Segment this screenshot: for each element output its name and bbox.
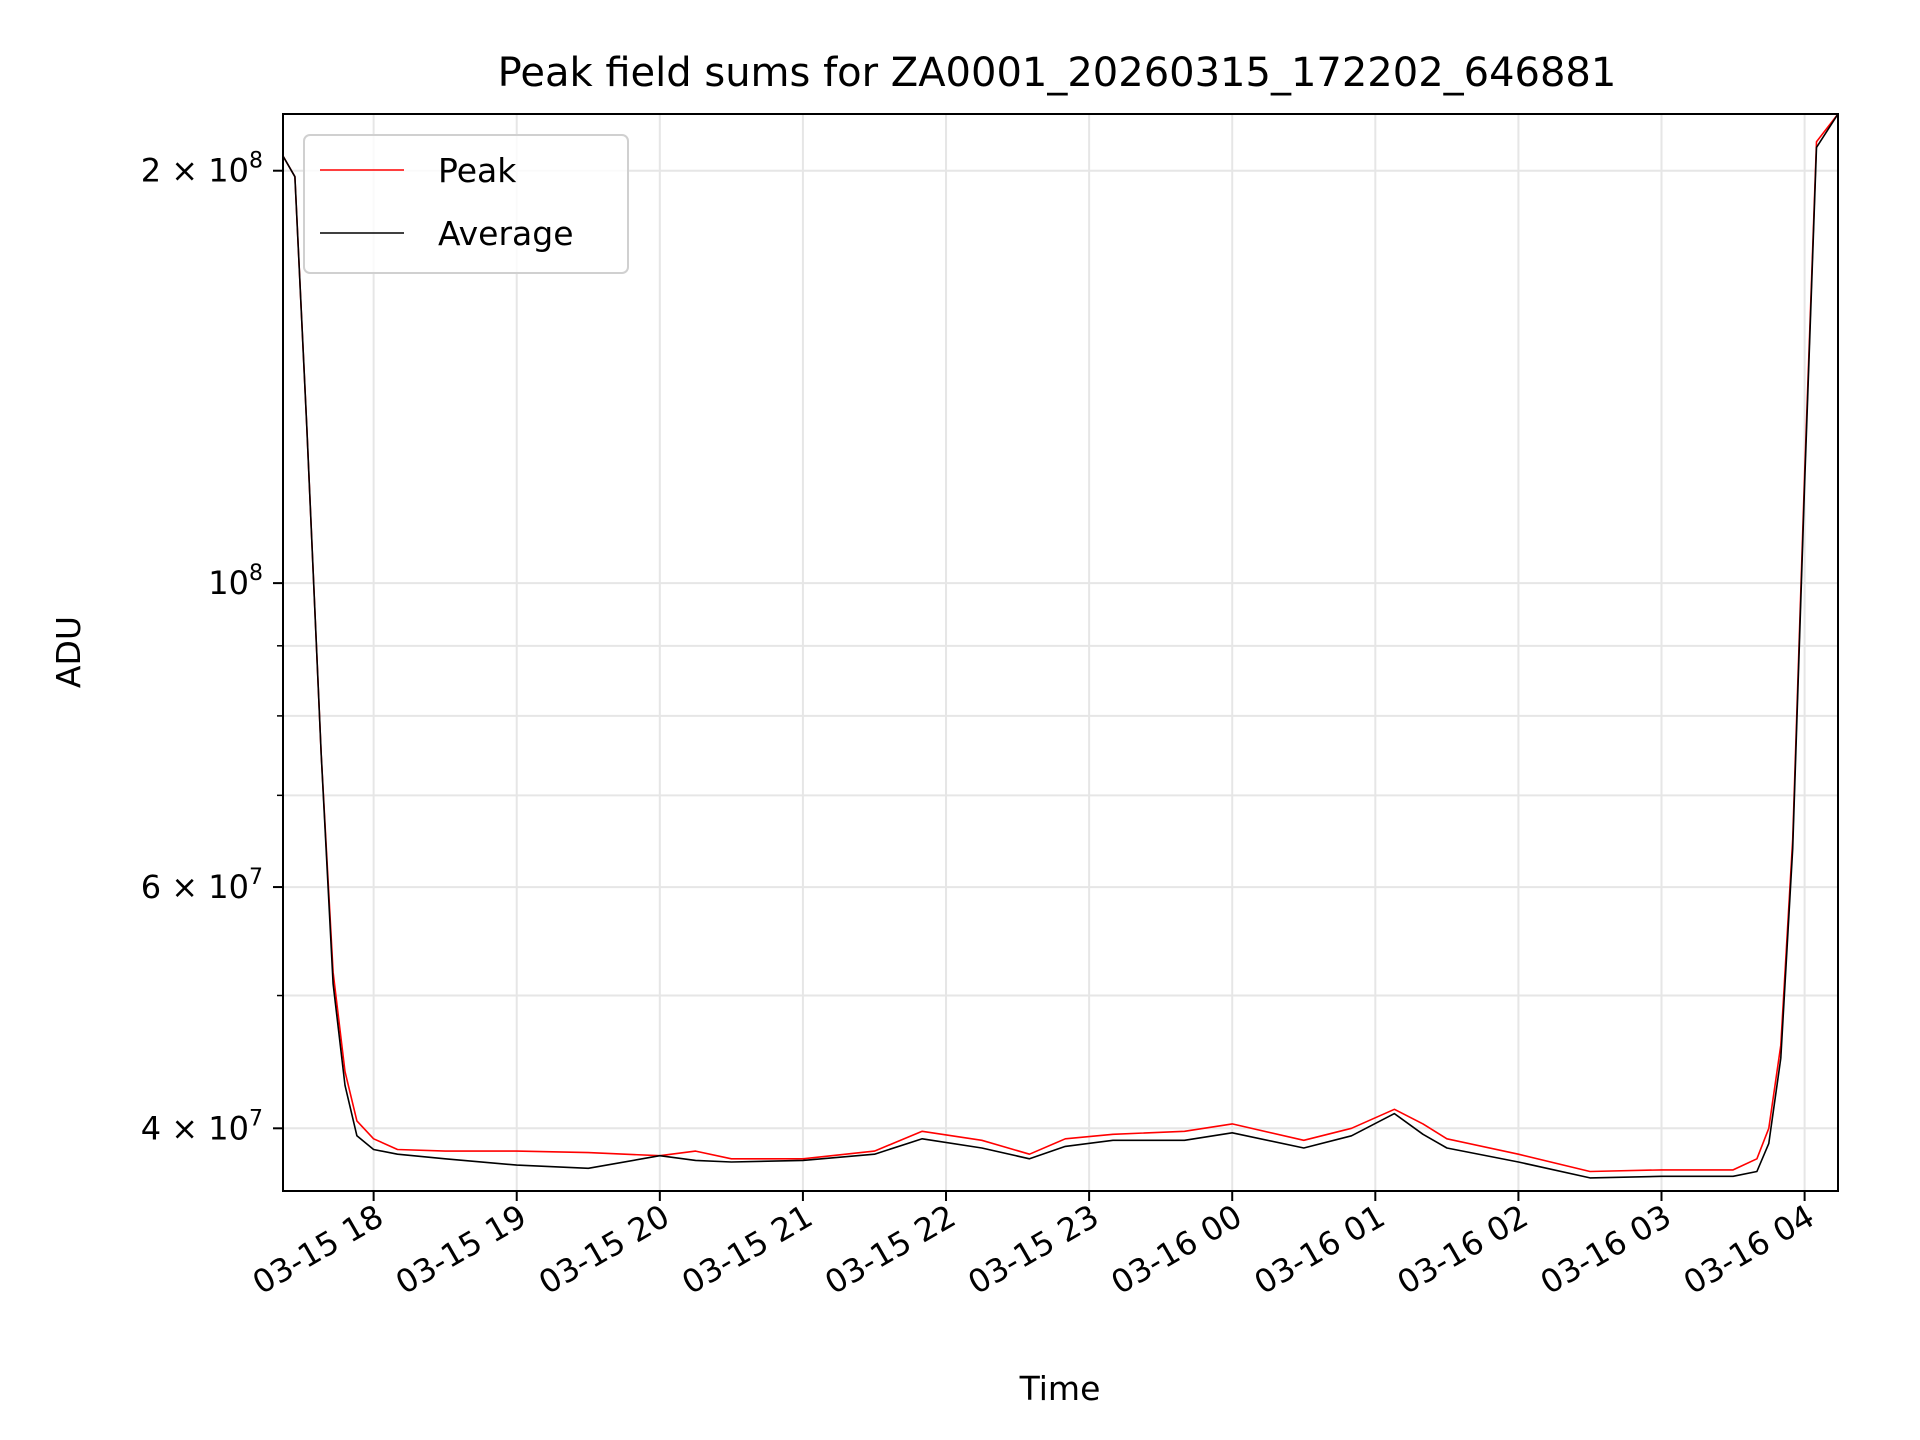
legend: Peak Average [303, 134, 629, 274]
series-line-average [282, 113, 1839, 1179]
x-tick-label: 03-15 19 [389, 1197, 533, 1302]
x-axis-ticks: 03-15 18 03-15 19 03-15 20 03-15 21 03-15 22… [246, 1191, 1821, 1302]
chart-title: Peak field sums for ZA0001_20260315_1722… [498, 50, 1617, 96]
x-tick-label: 03-15 23 [962, 1197, 1106, 1302]
y-axis-label: ADU [49, 616, 88, 688]
y-tick-label: 6 × 107 [141, 865, 263, 906]
x-tick-label: 03-16 01 [1248, 1197, 1392, 1302]
x-tick-label: 03-15 18 [246, 1197, 390, 1302]
x-tick-label: 03-15 21 [675, 1197, 819, 1302]
y-tick-label: 4 × 107 [141, 1106, 263, 1147]
series-layer [282, 113, 1839, 1179]
y-axis-ticks: 2 × 108 108 6 × 107 4 × 107 [141, 149, 283, 1147]
x-tick-label: 03-16 02 [1391, 1197, 1535, 1302]
x-tick-label: 03-15 20 [532, 1197, 676, 1302]
series-line-peak [282, 113, 1839, 1173]
x-tick-label: 03-16 04 [1677, 1197, 1821, 1302]
grid [283, 114, 1838, 1191]
x-tick-label: 03-16 00 [1105, 1197, 1249, 1302]
x-tick-label: 03-15 22 [818, 1197, 962, 1302]
plot-frame [282, 113, 1839, 1192]
y-tick-label: 108 [208, 561, 263, 602]
y-tick-label: 2 × 108 [141, 149, 263, 190]
legend-label-peak: Peak [438, 151, 517, 190]
x-axis-label: Time [1019, 1369, 1101, 1408]
x-tick-label: 03-16 03 [1534, 1197, 1678, 1302]
legend-label-average: Average [438, 214, 574, 253]
